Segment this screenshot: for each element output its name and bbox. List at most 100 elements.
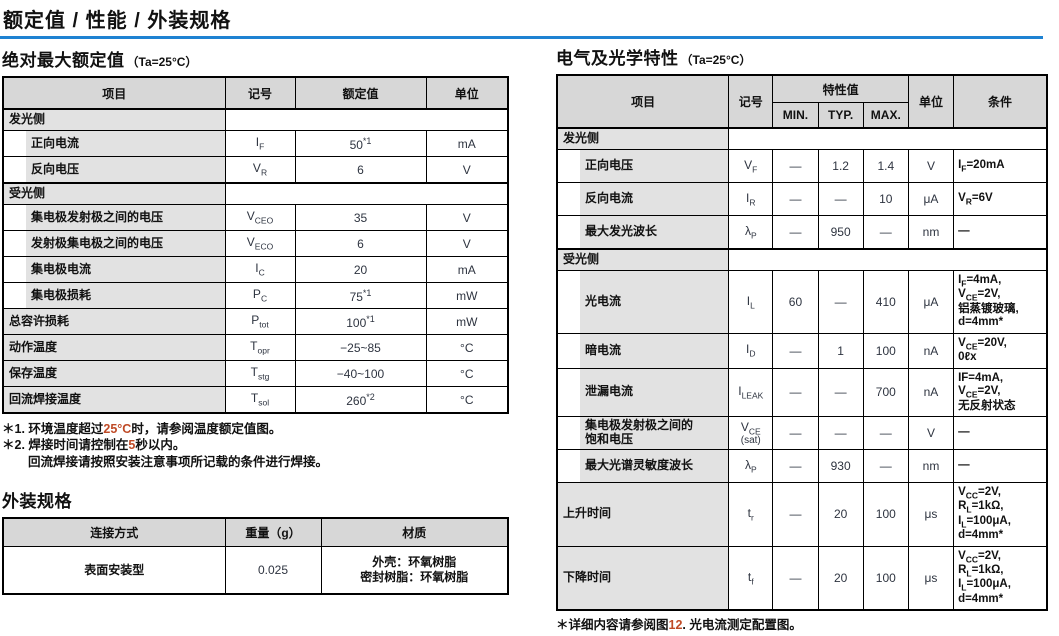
unit-cell: nm bbox=[907, 449, 955, 484]
table-row: 上升时间 tr —20 100 μs VCC=2V, RL=1kΩ, IL=100μA, d=4… bbox=[556, 482, 1048, 547]
note-text: 秒以内。 bbox=[135, 438, 186, 453]
table-row: 反向电压 VR 6 V bbox=[2, 156, 509, 184]
item-label-cell: 集电极发射极之间的 饱和电压 bbox=[556, 416, 730, 451]
condition-line: VCC=2V, bbox=[958, 486, 1001, 501]
condition-line: IL=100μA, bbox=[958, 578, 1011, 593]
indent-spacer bbox=[4, 283, 26, 308]
material-cell: 外壳：环氧树脂 密封树脂：环氧树脂 bbox=[320, 545, 509, 595]
abs-max-header-row: 项目 记号 额定值 单位 bbox=[2, 76, 509, 110]
electro-condition: （Ta=25°C） bbox=[680, 53, 752, 67]
symbol: IF bbox=[255, 135, 265, 152]
unit-cell: V bbox=[425, 204, 509, 231]
condition-lines: VCE=20V, 0ℓx bbox=[958, 337, 1045, 365]
condition-line: 无反射状态 bbox=[958, 399, 1016, 412]
condition-line: IL=100μA, bbox=[958, 514, 1011, 529]
elec-header-min: MIN. bbox=[772, 102, 819, 129]
unit-cell: °C bbox=[425, 334, 509, 361]
symbol-cell: Tsol bbox=[224, 386, 296, 414]
item-label: 最大发光波长 bbox=[580, 216, 729, 248]
symbol-cell: VCE (sat) bbox=[728, 416, 774, 451]
section-label-cell: 发光侧 bbox=[2, 108, 226, 131]
item-label: 保存温度 bbox=[4, 361, 225, 386]
cell-content: 最大光谱灵敏度波长 bbox=[558, 450, 729, 483]
symbol: IL bbox=[746, 293, 755, 311]
condition-line: d=4mm* bbox=[958, 529, 1004, 541]
min-value-cell: — bbox=[772, 149, 819, 183]
footnote-line: ＊2. 焊接时间请控制在5秒以内。 bbox=[2, 437, 508, 453]
item-label: 动作温度 bbox=[4, 335, 225, 360]
item-label: 集电极电流 bbox=[26, 257, 225, 282]
condition-line: 铝蒸镀玻璃, bbox=[958, 302, 1019, 315]
elec-header-condition: 条件 bbox=[953, 74, 1048, 129]
indent-spacer bbox=[558, 333, 580, 368]
rating-value-cell: 6 bbox=[294, 230, 427, 257]
condition-line: 0ℓx bbox=[958, 351, 977, 364]
condition-line: VR=6V bbox=[958, 191, 993, 207]
item-label-cell: 暗电流 bbox=[556, 332, 730, 369]
unit-cell: μs bbox=[907, 545, 955, 611]
indent-spacer bbox=[558, 216, 580, 248]
package-heading: 外装规格 bbox=[2, 487, 508, 512]
typ-value-cell: 20 bbox=[817, 545, 864, 611]
symbol: VCEO bbox=[246, 209, 274, 226]
item-label-cell: 上升时间 bbox=[556, 482, 730, 547]
abs-header-unit: 单位 bbox=[425, 76, 509, 110]
condition-line: IF=4mA, bbox=[958, 371, 1004, 384]
table-row: 集电极电流 IC 20 mA bbox=[2, 256, 509, 283]
max-value-cell: — bbox=[862, 215, 909, 250]
unit-cell: μs bbox=[907, 482, 955, 547]
symbol: λP bbox=[744, 223, 757, 241]
table-row: 光电流 IL 60—410 μA IF=4mA, VCE=2V, 铝蒸镀玻璃, d=4mm* bbox=[556, 270, 1048, 334]
unit-cell: nA bbox=[907, 367, 955, 418]
item-label-cell: 正向电压 bbox=[556, 149, 730, 183]
typ-value-cell: 950 bbox=[817, 215, 864, 250]
condition-lines: IF=20mA bbox=[958, 159, 1045, 173]
section-label: 发光侧 bbox=[4, 110, 225, 130]
condition-line: RL=1kΩ, bbox=[958, 563, 1004, 579]
typ-value-cell: — bbox=[817, 182, 864, 216]
electro-header-row-2: MIN. TYP. MAX. bbox=[557, 102, 1047, 129]
pkg-header-mount: 连接方式 bbox=[2, 517, 226, 547]
item-label: 集电极损耗 bbox=[26, 283, 225, 308]
weight-cell: 0.025 bbox=[224, 545, 322, 595]
unit-cell: °C bbox=[425, 386, 509, 414]
max-value-cell: 1.4 bbox=[862, 149, 909, 183]
condition-cell: — bbox=[953, 449, 1048, 484]
rating-value-cell: 100*1 bbox=[294, 308, 427, 335]
item-label: 正向电流 bbox=[26, 131, 225, 156]
item-label: 正向电压 bbox=[580, 150, 729, 182]
symbol: ILEAK bbox=[738, 384, 764, 401]
electro-footnote: ＊详细内容请参阅图12. 光电流测定配置图。 bbox=[556, 617, 1049, 633]
typ-value-cell: 20 bbox=[817, 482, 864, 547]
symbol-suffix: (sat) bbox=[740, 435, 761, 446]
mount-type-cell: 表面安装型 bbox=[2, 545, 226, 595]
condition-cell: IF=4mA, VCE=2V, 无反射状态 bbox=[953, 367, 1048, 418]
symbol-cell: IC bbox=[224, 256, 296, 283]
max-value-cell: — bbox=[862, 449, 909, 484]
unit-cell: mW bbox=[425, 282, 509, 309]
package-table: 连接方式 重量（g） 材质 表面安装型 0.025 外壳：环氧树脂 密封树脂：环… bbox=[2, 516, 509, 595]
highlight-number: 5 bbox=[128, 438, 136, 453]
symbol-cell: ILEAK bbox=[728, 367, 774, 418]
symbol-cell: VCEO bbox=[224, 204, 296, 231]
unit-cell: mW bbox=[425, 308, 509, 335]
elec-header-max: MAX. bbox=[862, 102, 909, 129]
min-value-cell: — bbox=[772, 545, 819, 611]
symbol-cell: VF bbox=[728, 149, 774, 183]
rating-value-cell: −40~100 bbox=[294, 360, 427, 387]
condition-cell: VCC=2V, RL=1kΩ, IL=100μA, d=4mm* bbox=[953, 482, 1048, 547]
cell-content: 集电极发射极之间的电压 bbox=[4, 205, 225, 230]
table-row: 下降时间 tf —20 100 μs VCC=2V, RL=1kΩ, IL=100μA, d=4… bbox=[556, 545, 1048, 611]
section-label-cell: 受光侧 bbox=[2, 182, 226, 205]
min-value-cell: — bbox=[772, 449, 819, 484]
condition-cell: — bbox=[953, 416, 1048, 451]
indent-spacer bbox=[558, 271, 580, 333]
table-row: 反向电流 IR — —10 μA VR=6V bbox=[556, 182, 1048, 216]
item-label: 最大光谱灵敏度波长 bbox=[580, 450, 729, 483]
item-label-cell: 正向电流 bbox=[2, 130, 226, 157]
highlight-number: 12 bbox=[668, 618, 683, 633]
electro-table: 项目 记号 特性值 单位 条件 MIN. TYP. MAX. 发光侧 正向电压 VF… bbox=[556, 74, 1048, 612]
left-column: 绝对最大额定值 （Ta=25°C） 项目 记号 额定值 单位 发光侧 正向电流 IF 5… bbox=[2, 46, 509, 595]
package-data-row: 表面安装型 0.025 外壳：环氧树脂 密封树脂：环氧树脂 bbox=[2, 545, 509, 595]
abs-max-heading-text: 绝对最大额定值 bbox=[2, 51, 125, 70]
